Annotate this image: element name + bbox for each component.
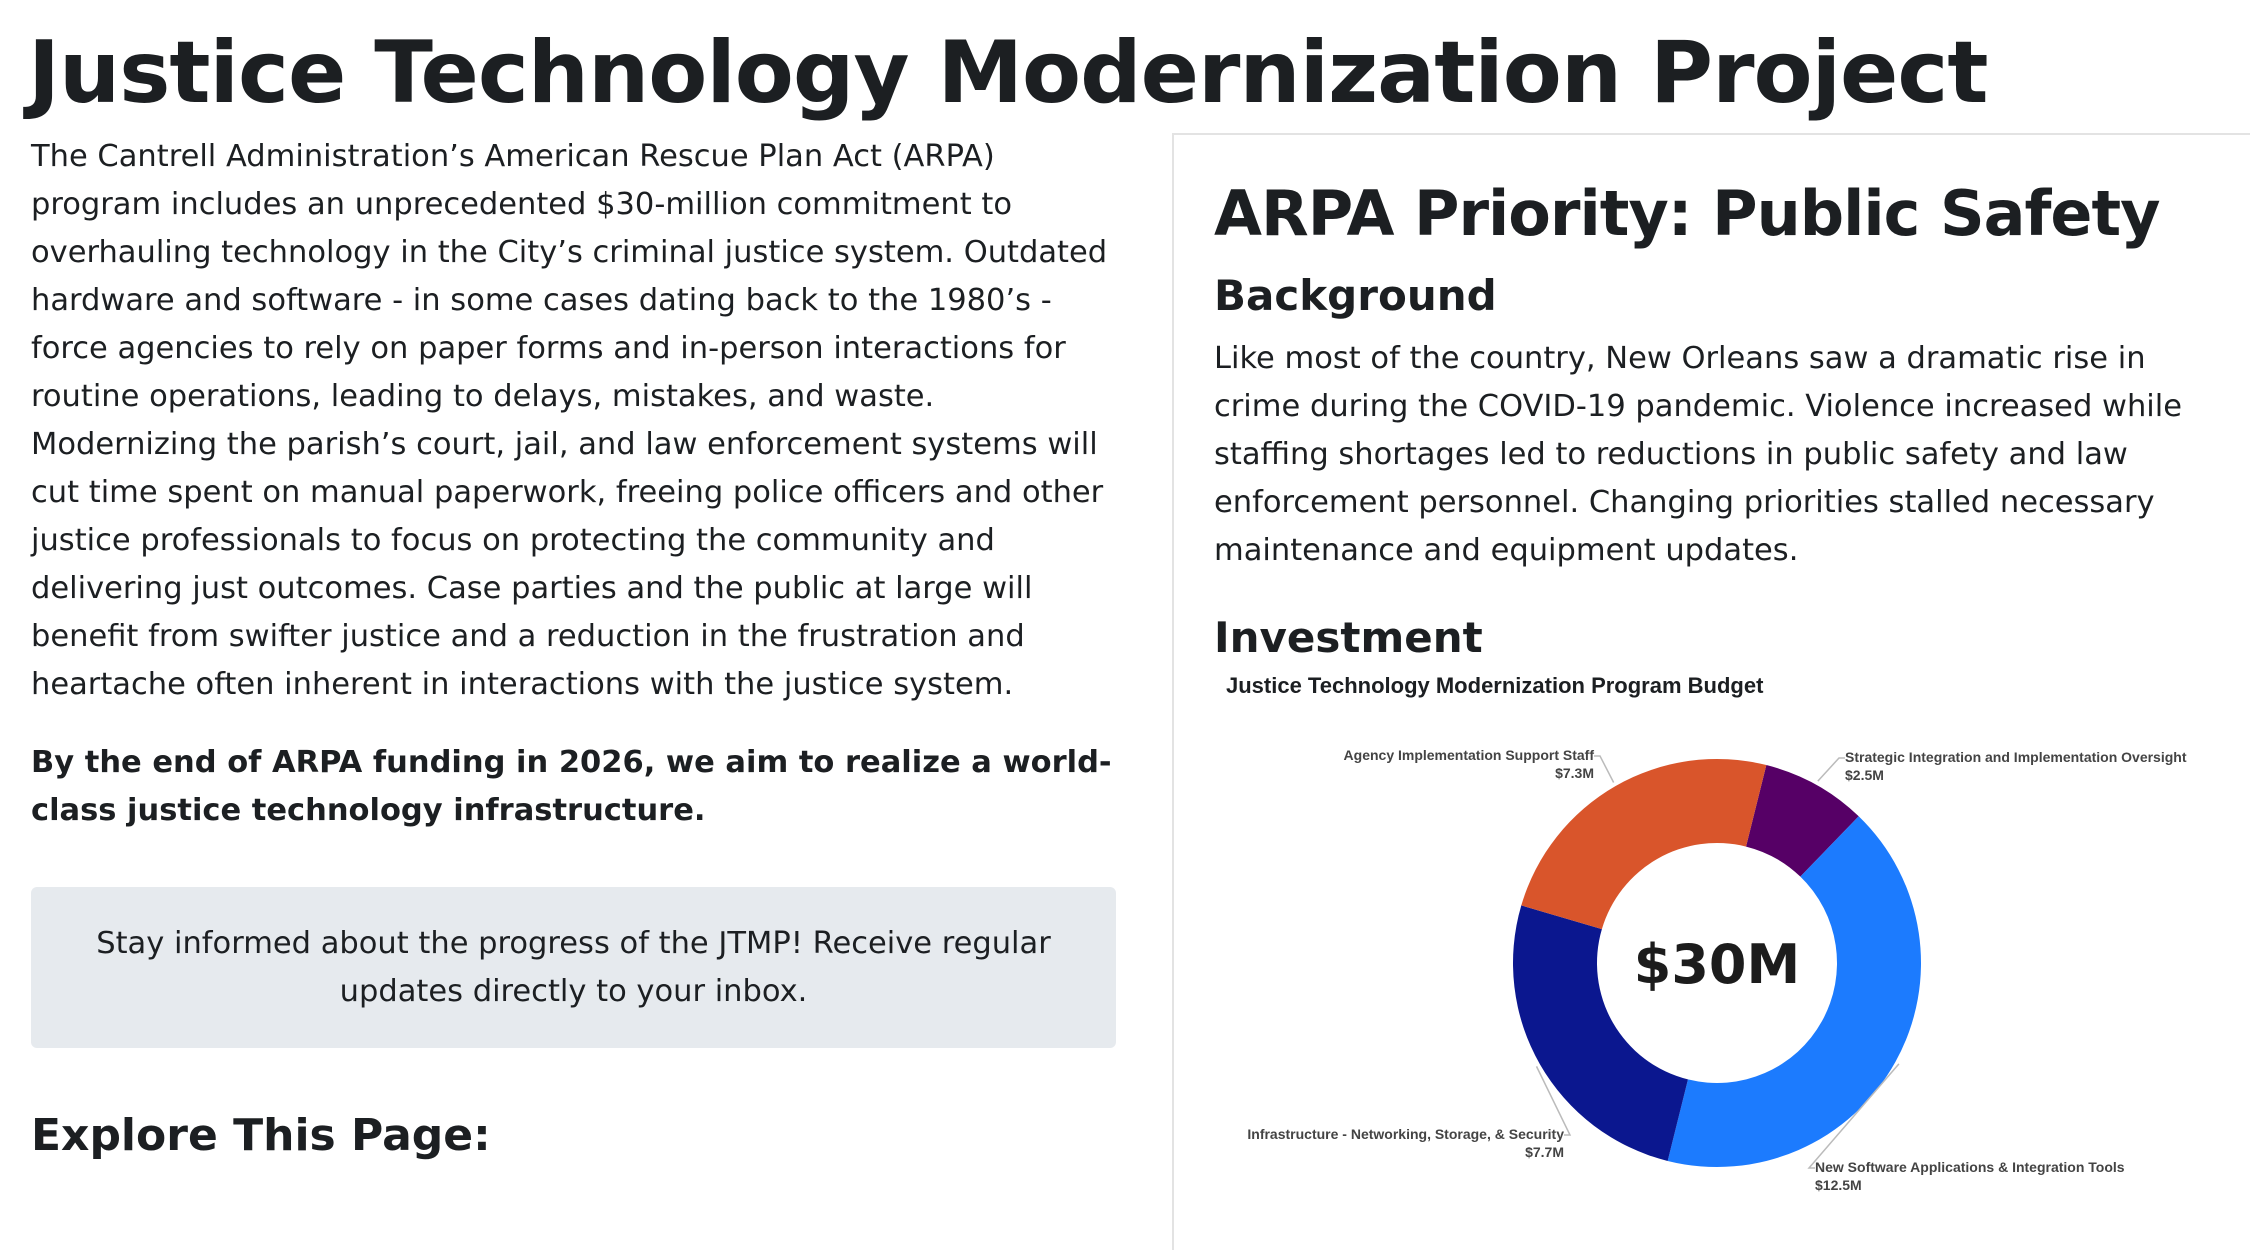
arpa-priority-panel: ARPA Priority: Public Safety Background … [1172, 133, 2250, 1250]
leader-line [1807, 1063, 1900, 1169]
investment-heading: Investment [1214, 613, 1483, 662]
slice-value-label: $7.7M [1525, 1144, 1564, 1160]
slice-name-label: Infrastructure - Networking, Storage, & … [1247, 1126, 1564, 1142]
leader-line [1535, 1066, 1572, 1136]
slice-name-label: Strategic Integration and Implementation… [1845, 749, 2187, 765]
leader-line [1817, 757, 1845, 782]
budget-donut-chart: $30M Strategic Integration and Implement… [1247, 747, 2187, 1193]
slice-value-label: $7.3M [1555, 765, 1594, 781]
leader-line [1594, 755, 1615, 783]
donut-center-label: $30M [1634, 933, 1800, 996]
explore-heading: Explore This Page: [31, 1110, 491, 1161]
goal-statement: By the end of ARPA funding in 2026, we a… [31, 745, 1112, 828]
signup-text: Stay informed about the progress of the … [96, 925, 1051, 1009]
background-heading: Background [1214, 271, 1497, 320]
slice-value-label: $2.5M [1845, 767, 1884, 783]
slice-value-label: $12.5M [1815, 1177, 1862, 1193]
panel-heading: ARPA Priority: Public Safety [1214, 177, 2161, 250]
slice-name-label: New Software Applications & Integration … [1815, 1159, 2125, 1175]
donut-slice[interactable] [1513, 905, 1688, 1161]
donut-slice[interactable] [1667, 816, 1922, 1167]
intro-column: The Cantrell Administration’s American R… [31, 133, 1116, 1161]
background-text: Like most of the country, New Orleans sa… [1214, 341, 2182, 568]
donut-slice[interactable] [1521, 759, 1767, 930]
page-title: Justice Technology Modernization Project [28, 23, 1988, 123]
intro-paragraph: The Cantrell Administration’s American R… [31, 139, 1108, 702]
chart-title: Justice Technology Modernization Program… [1226, 673, 1764, 698]
slice-name-label: Agency Implementation Support Staff [1344, 747, 1595, 763]
donut-slice[interactable] [1746, 765, 1859, 877]
newsletter-signup-box[interactable]: Stay informed about the progress of the … [31, 887, 1116, 1048]
